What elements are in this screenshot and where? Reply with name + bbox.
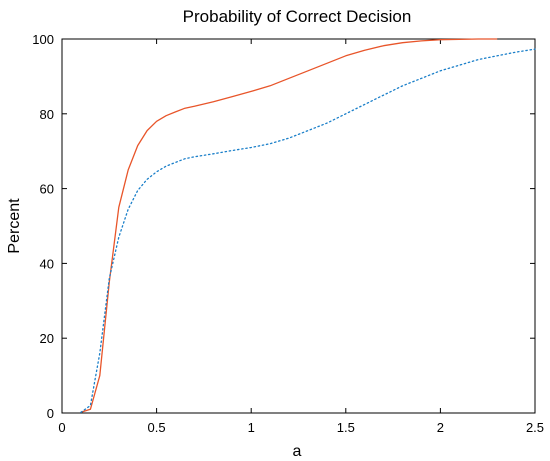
y-tick-label: 40 (40, 256, 54, 271)
plot-area (61, 38, 536, 414)
y-tick-label: 100 (32, 32, 54, 47)
series-line-2 (80, 48, 536, 413)
series-layer (80, 38, 536, 413)
series-line-1 (80, 38, 498, 413)
x-tick-label: 2 (437, 420, 444, 435)
x-tick-label: 1 (248, 420, 255, 435)
axis-ticks: 0 0.5 1 1.5 2 2.5 0 20 40 60 80 100 (32, 32, 544, 435)
y-axis-label: Percent (6, 198, 23, 254)
x-tick-label: 2.5 (526, 420, 544, 435)
y-tick-label: 20 (40, 331, 54, 346)
x-tick-label: 0.5 (148, 420, 166, 435)
x-axis-label: a (293, 443, 302, 460)
y-tick-label: 0 (47, 406, 54, 421)
plot-frame (61, 38, 536, 414)
x-tick-label: 0 (58, 420, 65, 435)
chart-title: Probability of Correct Decision (183, 7, 412, 26)
x-tick-label: 1.5 (337, 420, 355, 435)
y-tick-label: 60 (40, 182, 54, 197)
y-tick-label: 80 (40, 107, 54, 122)
